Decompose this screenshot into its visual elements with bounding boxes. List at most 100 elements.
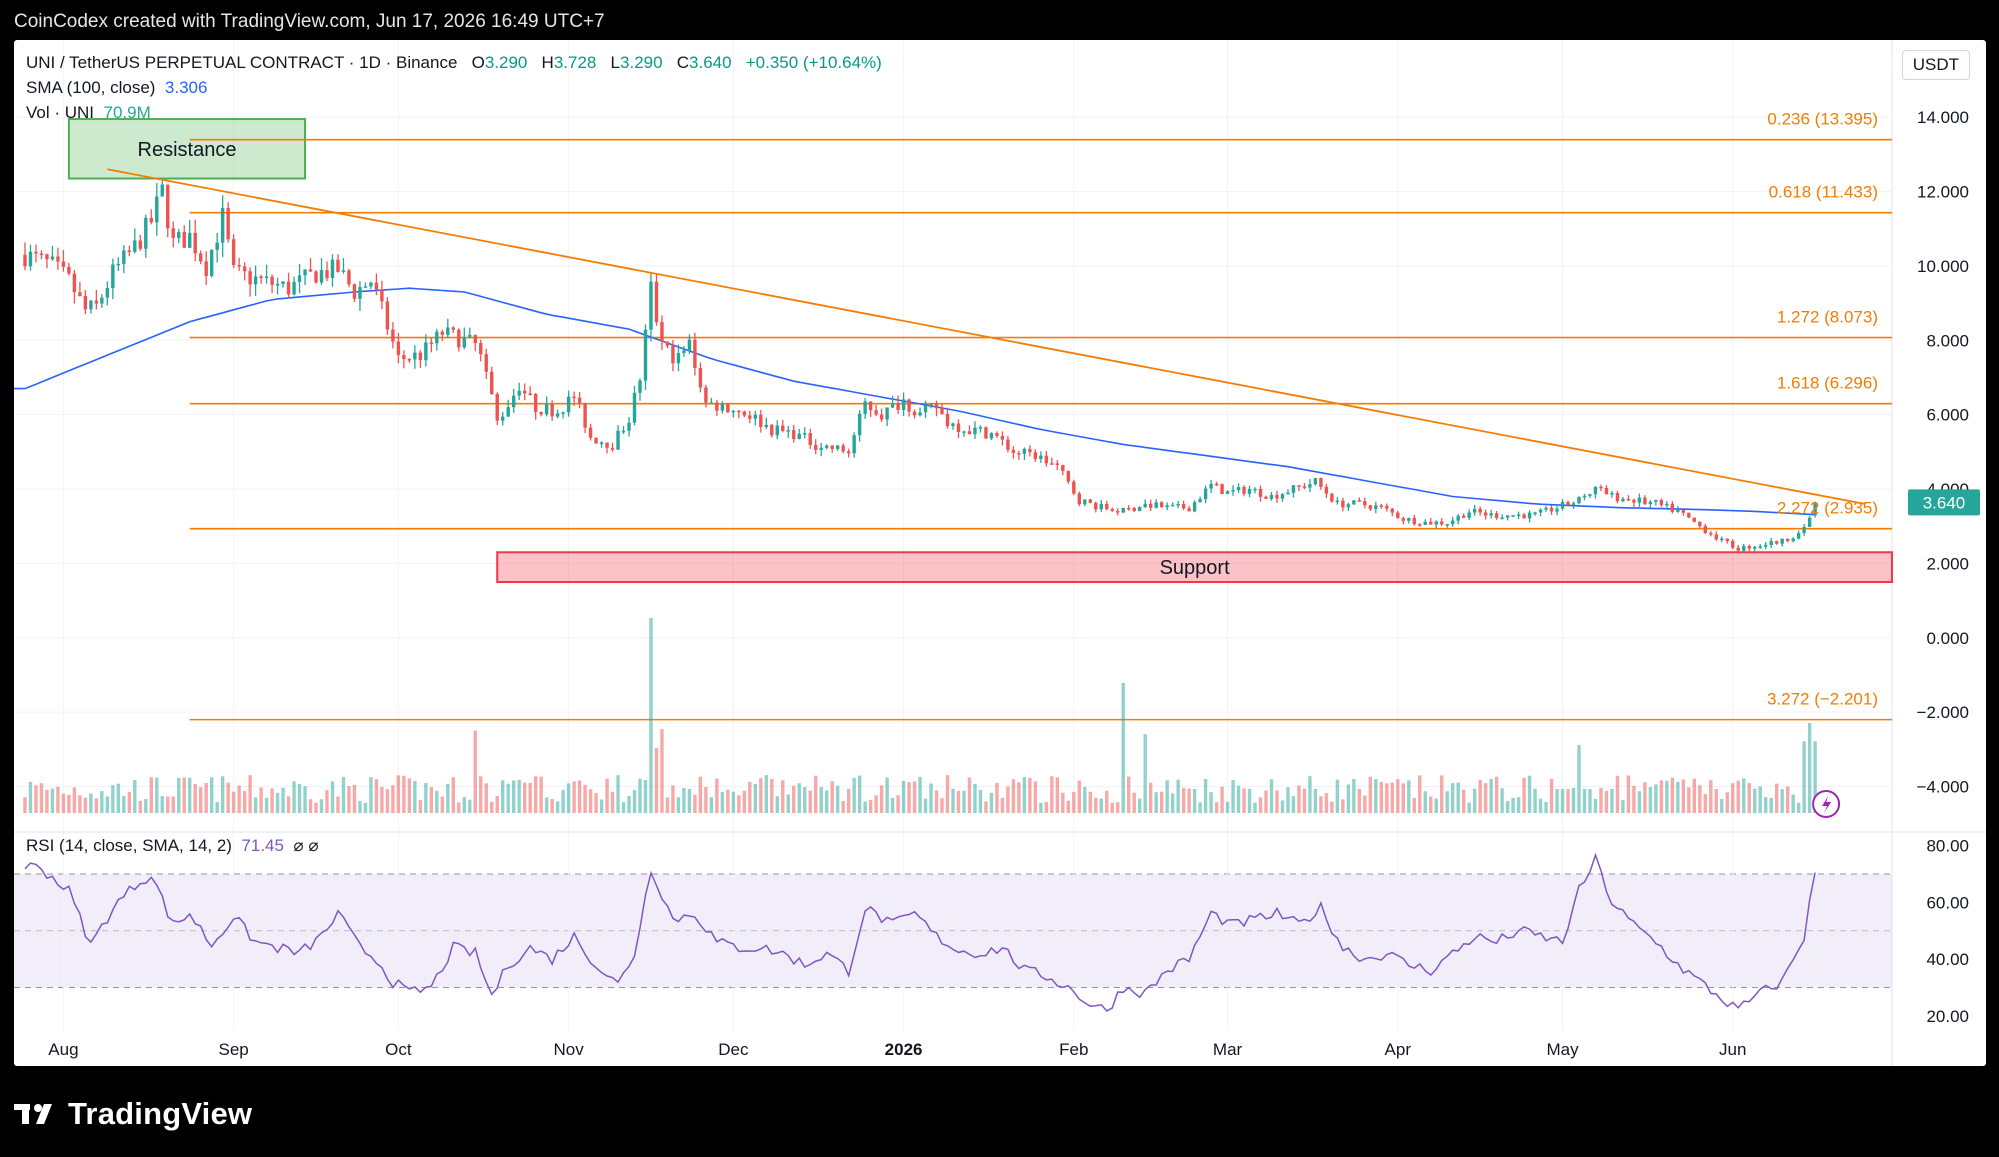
volume-bar: [1412, 797, 1416, 813]
volume-bar: [171, 796, 175, 813]
currency-button[interactable]: USDT: [1901, 50, 1970, 80]
volume-bar: [166, 796, 170, 813]
candle-body: [962, 431, 966, 433]
candle-body: [797, 433, 801, 440]
lightning-glyph: [1822, 796, 1832, 813]
open-label: O: [471, 53, 485, 72]
volume-bar: [1698, 785, 1702, 813]
candle-body: [890, 403, 895, 408]
candle-body: [1006, 439, 1010, 450]
candle-body: [984, 427, 988, 439]
volume-bar: [1445, 791, 1449, 813]
candle-body: [1549, 507, 1554, 512]
candle-body: [808, 433, 812, 445]
candle-body: [1423, 521, 1427, 525]
volume-bar: [1258, 797, 1263, 813]
candle-body: [61, 261, 66, 267]
fib-level-label: 3.272 (−2.201): [1767, 690, 1878, 709]
time-tick-label: Dec: [718, 1040, 749, 1059]
candle-body: [951, 423, 955, 427]
volume-bar: [879, 785, 884, 813]
candle-body: [1593, 486, 1598, 495]
candle-body: [638, 380, 642, 393]
candle-body: [352, 284, 357, 299]
time-tick-label: Feb: [1059, 1040, 1088, 1059]
candle-body: [654, 281, 659, 323]
volume-row[interactable]: Vol · UNI 70.9M: [26, 100, 882, 125]
volume-bar: [1785, 786, 1790, 813]
sma-row[interactable]: SMA (100, close) 3.306: [26, 75, 882, 100]
tradingview-logo[interactable]: TradingView: [14, 1096, 252, 1132]
volume-bar: [1132, 792, 1136, 813]
volume-bar: [1319, 796, 1323, 813]
candle-body: [1796, 533, 1801, 539]
candle-body: [1742, 546, 1746, 551]
candle-body: [308, 269, 313, 272]
volume-bar: [1654, 784, 1658, 813]
candle-body: [413, 352, 417, 360]
volume-bar: [23, 797, 27, 813]
candle-body: [1511, 515, 1515, 517]
candle-body: [863, 401, 867, 414]
price-tick-label: 14.000: [1917, 108, 1969, 127]
candle-body: [1319, 478, 1323, 487]
volume-bar: [956, 790, 961, 813]
volume-bar: [330, 781, 335, 813]
volume-bar: [1017, 782, 1021, 813]
volume-bar: [616, 775, 620, 813]
volume-bar: [1769, 797, 1773, 813]
candle-body: [402, 355, 406, 360]
candle-body: [918, 412, 922, 416]
volume-bar: [248, 775, 252, 813]
volume-bar: [177, 777, 181, 813]
volume-bar: [1544, 801, 1548, 813]
volume-bar: [522, 782, 527, 813]
volume-bar: [127, 792, 132, 813]
candle-body: [1527, 512, 1532, 519]
volume-bar: [533, 776, 538, 813]
candle-body: [1313, 478, 1318, 485]
volume-bar: [1626, 775, 1631, 813]
chart-panel[interactable]: 14.00012.00010.0008.0006.0004.0002.0000.…: [14, 40, 1986, 1066]
candle-body: [1440, 521, 1444, 525]
time-tick-label: Jun: [1719, 1040, 1746, 1059]
candle-body: [325, 270, 329, 279]
volume-bar: [797, 783, 801, 813]
volume-bar: [440, 796, 445, 813]
candle-body: [1758, 546, 1762, 548]
price-chart[interactable]: 14.00012.00010.0008.0006.0004.0002.0000.…: [14, 40, 1986, 1066]
volume-bar: [1116, 802, 1120, 813]
volume-bar: [1687, 787, 1691, 813]
volume-bar: [1368, 776, 1373, 813]
volume-bar: [78, 795, 82, 813]
candle-body: [1000, 436, 1005, 440]
volume-bar: [742, 790, 747, 813]
candle-body: [292, 281, 296, 295]
candle-body: [1747, 546, 1751, 549]
candle-body: [297, 275, 302, 282]
volume-bar: [1066, 800, 1071, 813]
volume-bar: [292, 781, 296, 813]
candle-body: [561, 412, 565, 414]
volume-bar: [1461, 789, 1466, 813]
volume-bar: [1527, 775, 1532, 813]
volume-bar: [385, 789, 390, 813]
symbol-title: UNI / TetherUS PERPETUAL CONTRACT · 1D ·…: [26, 53, 458, 72]
volume-bar: [1418, 775, 1422, 813]
candle-body: [259, 276, 263, 278]
volume-bar: [857, 775, 862, 813]
volume-bar: [1780, 789, 1784, 813]
candle-body: [1588, 494, 1592, 496]
volume-bar: [1522, 777, 1526, 813]
candle-body: [1291, 485, 1296, 493]
last-price-label: 3.640: [1923, 493, 1966, 512]
volume-bar: [1154, 792, 1158, 813]
candle-body: [374, 282, 379, 290]
rsi-legend[interactable]: RSI (14, close, SMA, 14, 2) 71.45 ⌀ ⌀: [26, 836, 319, 856]
candle-body: [671, 345, 675, 364]
volume-bar: [105, 796, 110, 813]
volume-bar: [61, 793, 66, 813]
volume-bar: [490, 801, 494, 813]
volume-bar: [1440, 775, 1444, 813]
volume-bar: [111, 785, 115, 813]
